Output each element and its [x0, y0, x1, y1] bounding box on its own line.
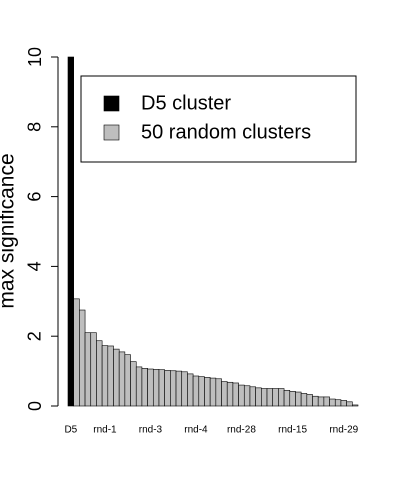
- bar: [73, 298, 80, 407]
- y-tick-label: 4: [25, 261, 45, 271]
- bar: [261, 388, 268, 407]
- bar: [141, 368, 148, 407]
- x-tick-label: rnd-28: [227, 425, 256, 436]
- bar: [158, 369, 165, 407]
- y-tick-label: 10: [25, 47, 45, 67]
- bar: [187, 373, 194, 407]
- y-tick-label: 2: [25, 331, 45, 341]
- bar: [226, 381, 234, 407]
- bar: [278, 388, 285, 407]
- bar: [312, 395, 319, 407]
- bar: [170, 370, 177, 407]
- bar: [352, 404, 359, 407]
- bar: [147, 368, 154, 407]
- bar: [79, 309, 86, 407]
- legend-swatch: [103, 124, 120, 141]
- bar: [164, 370, 171, 407]
- bar: [101, 345, 109, 407]
- bar: [272, 388, 279, 407]
- y-axis-label: max significance: [0, 153, 19, 308]
- bar: [329, 398, 336, 407]
- bar: [209, 377, 217, 407]
- bar: [204, 377, 211, 407]
- bar: [266, 388, 274, 407]
- bar: [306, 394, 313, 407]
- bar: [289, 391, 296, 407]
- bar: [232, 382, 239, 407]
- legend-box: [80, 75, 357, 163]
- bar: [198, 376, 205, 407]
- y-tick-label: 0: [25, 401, 45, 411]
- bar: [323, 396, 330, 407]
- bar: [283, 389, 291, 407]
- bar: [243, 385, 251, 407]
- bar: [90, 332, 97, 407]
- bar: [96, 340, 103, 407]
- bar: [84, 332, 92, 407]
- bar: [221, 381, 228, 407]
- bar: [130, 361, 137, 407]
- bar: [152, 369, 160, 407]
- y-tick-label: 8: [25, 122, 45, 132]
- x-tick-label: rnd-3: [139, 425, 163, 436]
- bar: [340, 400, 347, 407]
- x-tick-label: rnd-1: [93, 425, 117, 436]
- bar: [255, 387, 262, 407]
- bar: [181, 371, 188, 407]
- x-tick-label: rnd-4: [184, 425, 208, 436]
- bar: [124, 354, 131, 407]
- bar: [113, 348, 120, 407]
- bar: [238, 384, 245, 407]
- bar: [107, 345, 114, 407]
- bar: [215, 378, 222, 407]
- bar: [295, 391, 302, 407]
- bar: [118, 351, 126, 407]
- x-tick-label: D5: [64, 425, 77, 436]
- bar: [334, 399, 342, 407]
- bar: [192, 375, 200, 407]
- bar: [346, 401, 353, 407]
- bar: [175, 370, 183, 407]
- legend-swatch: [103, 95, 120, 112]
- legend-label: D5 cluster: [141, 92, 231, 114]
- legend-label: 50 random clusters: [141, 121, 311, 143]
- x-tick-label: rnd-29: [329, 425, 358, 436]
- bar: [300, 393, 308, 407]
- bar: [135, 366, 143, 407]
- x-tick-label: rnd-15: [278, 425, 307, 436]
- bar: [249, 386, 256, 407]
- bar: [67, 56, 74, 407]
- bar: [317, 396, 325, 407]
- y-tick-label: 6: [25, 192, 45, 202]
